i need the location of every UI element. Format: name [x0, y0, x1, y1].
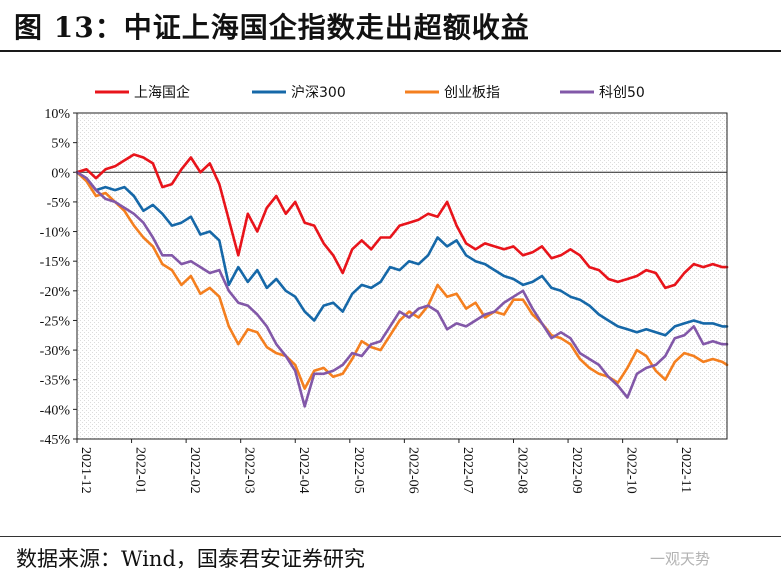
series-line-0 [75, 153, 729, 290]
x-tick-label: 2022-10 [624, 447, 639, 494]
line-chart: 10% 5% 0% -5% -10% -15% -20% -25% -30% -35% -40% -4… [40, 84, 729, 494]
x-tick-label: 2022-04 [296, 447, 311, 494]
x-tick-label: 2022-05 [351, 447, 366, 494]
source-rule [0, 536, 781, 537]
x-tick-label: 2022-08 [514, 447, 529, 494]
series-lines [75, 153, 729, 408]
y-tick-label: -35% [40, 374, 71, 389]
y-tick-label: -10% [40, 226, 71, 241]
legend-label: 沪深300 [291, 85, 346, 101]
figure-title: 图 13：中证上海国企指数走出超额收益 [14, 11, 530, 44]
y-tick-label: -25% [40, 314, 71, 329]
y-tick-label: -20% [40, 285, 71, 300]
x-tick-label: 2022-02 [187, 447, 202, 494]
y-tick-label: -5% [47, 196, 71, 211]
legend-label: 科创50 [599, 85, 645, 101]
series-line-3 [75, 171, 729, 408]
y-tick-label: 10% [44, 107, 70, 122]
x-tick-label: 2022-03 [242, 447, 257, 494]
x-tick-label: 2022-01 [133, 447, 148, 494]
plot-border [76, 112, 728, 440]
y-axis: 10% 5% 0% -5% -10% -15% -20% -25% -30% -35% -40% -4… [40, 107, 77, 448]
source-note: 数据来源：Wind，国泰君安证券研究 [16, 547, 365, 571]
watermark-text: 一观天势 [650, 550, 711, 568]
x-tick-label: 2021-12 [78, 447, 93, 494]
legend-label: 创业板指 [444, 85, 500, 101]
title-rule [0, 50, 781, 52]
series-line-1 [75, 171, 729, 337]
y-tick-label: -45% [40, 433, 71, 448]
x-tick-label: 2022-06 [405, 447, 420, 494]
x-axis: 2021-12 2022-01 2022-02 2022-03 2022-04 2022-… [76, 439, 693, 494]
y-tick-label: -40% [40, 403, 71, 418]
y-tick-label: -15% [40, 255, 71, 270]
y-tick-label: 0% [51, 166, 70, 181]
y-tick-label: -30% [40, 344, 71, 359]
x-tick-label: 2022-11 [678, 447, 693, 493]
x-tick-label: 2022-09 [569, 447, 584, 494]
legend: 上海国企 沪深300 创业板指 科创50 [95, 84, 645, 101]
legend-label: 上海国企 [134, 84, 190, 101]
x-tick-label: 2022-07 [460, 447, 475, 494]
y-tick-label: 5% [51, 137, 70, 152]
